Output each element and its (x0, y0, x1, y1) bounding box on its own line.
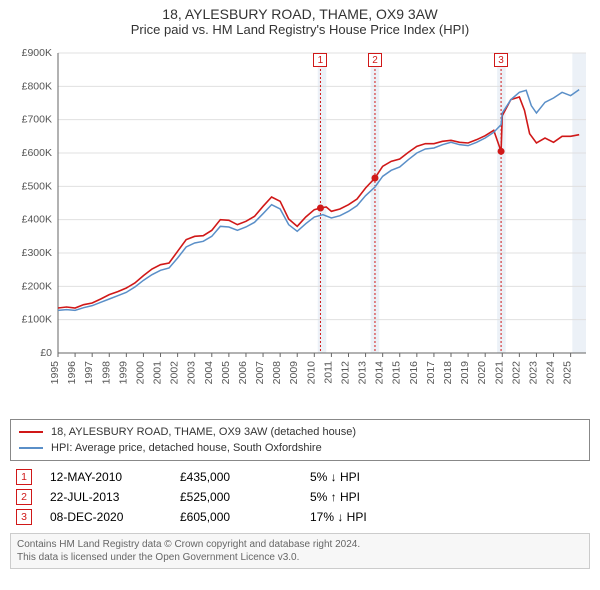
sale-badge: 3 (16, 509, 32, 525)
svg-text:2021: 2021 (493, 361, 505, 385)
svg-text:2016: 2016 (408, 361, 420, 385)
svg-text:2012: 2012 (339, 361, 351, 385)
sale-row: 2 22-JUL-2013£525,0005% ↑ HPI (10, 487, 590, 507)
sale-diff: 5% ↑ HPI (310, 490, 430, 504)
svg-text:2006: 2006 (237, 361, 249, 385)
legend-label: HPI: Average price, detached house, Sout… (51, 442, 322, 454)
svg-text:2013: 2013 (357, 361, 369, 385)
svg-text:£200K: £200K (22, 280, 52, 292)
footer-line2: This data is licensed under the Open Gov… (17, 551, 583, 564)
svg-text:2002: 2002 (169, 361, 181, 385)
svg-text:2001: 2001 (152, 361, 164, 385)
legend-label: 18, AYLESBURY ROAD, THAME, OX9 3AW (deta… (51, 426, 356, 438)
svg-text:1999: 1999 (117, 361, 129, 385)
svg-text:2011: 2011 (322, 361, 334, 384)
svg-text:2009: 2009 (288, 361, 300, 385)
sale-price: £525,000 (180, 490, 310, 504)
svg-text:2018: 2018 (442, 361, 454, 385)
title-line1: 18, AYLESBURY ROAD, THAME, OX9 3AW (10, 6, 590, 22)
price-chart: £0 £100K £200K £300K £400K £500K £600K £700K £80… (10, 43, 590, 413)
footer-attribution: Contains HM Land Registry data © Crown c… (10, 533, 590, 569)
svg-text:2017: 2017 (425, 361, 437, 385)
svg-text:2010: 2010 (305, 361, 317, 385)
sale-price: £435,000 (180, 470, 310, 484)
svg-text:2022: 2022 (510, 361, 522, 385)
svg-text:2004: 2004 (203, 361, 215, 385)
svg-text:2024: 2024 (545, 361, 557, 385)
svg-text:2015: 2015 (391, 361, 403, 385)
sales-table: 1 12-MAY-2010£435,0005% ↓ HPI 2 22-JUL-2013… (10, 467, 590, 527)
sale-date: 22-JUL-2013 (50, 490, 180, 504)
svg-text:2003: 2003 (186, 361, 198, 385)
legend-swatch (19, 431, 43, 433)
svg-text:£0: £0 (40, 347, 52, 359)
svg-text:£600K: £600K (22, 147, 52, 159)
svg-text:2023: 2023 (527, 361, 539, 385)
svg-text:£100K: £100K (22, 314, 52, 326)
svg-text:£400K: £400K (22, 214, 52, 226)
sale-badge: 1 (16, 469, 32, 485)
sale-diff: 17% ↓ HPI (310, 510, 430, 524)
sale-date: 12-MAY-2010 (50, 470, 180, 484)
svg-text:1995: 1995 (49, 361, 61, 385)
svg-text:£700K: £700K (22, 114, 52, 126)
title-line2: Price paid vs. HM Land Registry's House … (10, 22, 590, 37)
chart-sale-badge: 2 (368, 53, 382, 67)
chart-sale-badge: 1 (313, 53, 327, 67)
chart-sale-badge: 3 (494, 53, 508, 67)
svg-text:1996: 1996 (66, 361, 78, 385)
legend: 18, AYLESBURY ROAD, THAME, OX9 3AW (deta… (10, 419, 590, 461)
sale-row: 3 08-DEC-2020£605,00017% ↓ HPI (10, 507, 590, 527)
sale-price: £605,000 (180, 510, 310, 524)
sale-date: 08-DEC-2020 (50, 510, 180, 524)
svg-text:1998: 1998 (100, 361, 112, 385)
svg-text:£500K: £500K (22, 180, 52, 192)
svg-text:£300K: £300K (22, 247, 52, 259)
sale-badge: 2 (16, 489, 32, 505)
sale-row: 1 12-MAY-2010£435,0005% ↓ HPI (10, 467, 590, 487)
legend-swatch (19, 447, 43, 449)
svg-text:2019: 2019 (459, 361, 471, 385)
svg-text:£900K: £900K (22, 47, 52, 59)
svg-text:2014: 2014 (374, 361, 386, 385)
svg-text:1997: 1997 (83, 361, 95, 385)
svg-text:2008: 2008 (271, 361, 283, 385)
svg-text:2025: 2025 (562, 361, 574, 385)
svg-text:£800K: £800K (22, 80, 52, 92)
legend-item: HPI: Average price, detached house, Sout… (19, 440, 581, 456)
svg-text:2020: 2020 (476, 361, 488, 385)
footer-line1: Contains HM Land Registry data © Crown c… (17, 538, 583, 551)
legend-item: 18, AYLESBURY ROAD, THAME, OX9 3AW (deta… (19, 424, 581, 440)
svg-text:2000: 2000 (134, 361, 146, 385)
svg-text:2005: 2005 (220, 361, 232, 385)
sale-diff: 5% ↓ HPI (310, 470, 430, 484)
svg-text:2007: 2007 (254, 361, 266, 385)
